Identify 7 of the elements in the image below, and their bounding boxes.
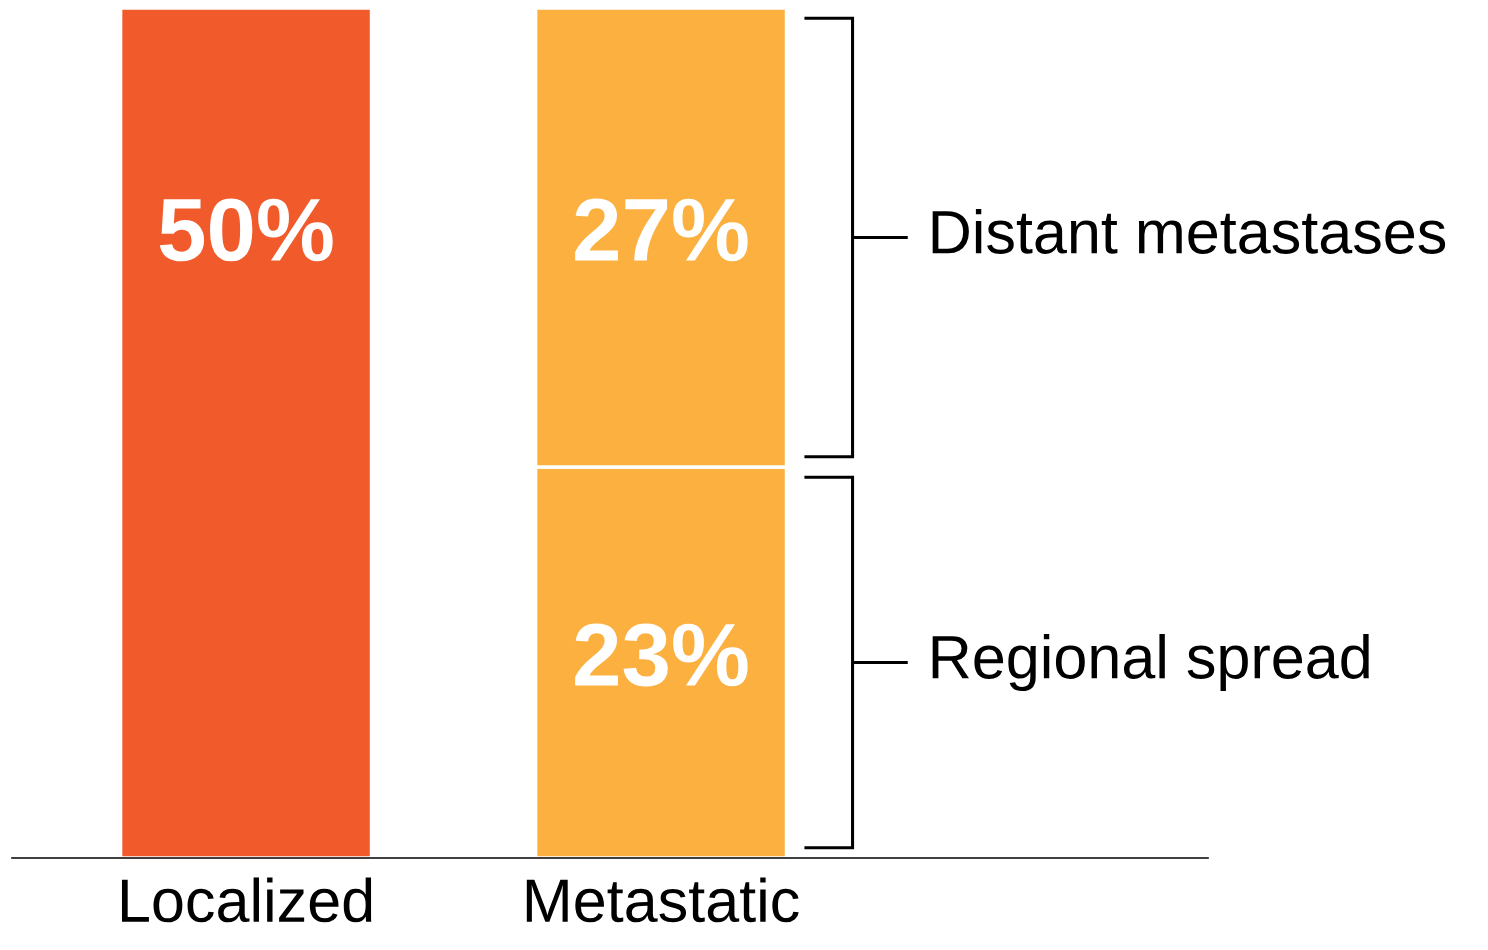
data-label: 23% [575,623,748,687]
text: Distant metastases [932,209,1446,254]
x-tick-label: Metastatic [526,877,799,923]
data-label: 50% [159,198,333,262]
x-tick-label: Localized [121,877,372,923]
text: Regional spread [932,634,1369,691]
data-label: 27% [575,198,748,262]
